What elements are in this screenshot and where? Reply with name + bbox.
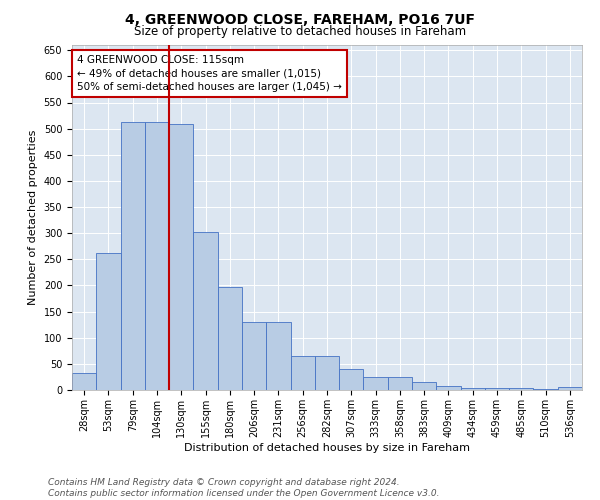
Bar xyxy=(412,382,436,390)
Bar xyxy=(193,232,218,390)
Bar xyxy=(533,389,558,390)
Bar xyxy=(96,252,121,390)
Bar xyxy=(485,388,509,390)
Bar xyxy=(436,386,461,390)
Text: Size of property relative to detached houses in Fareham: Size of property relative to detached ho… xyxy=(134,25,466,38)
Bar xyxy=(509,388,533,390)
Text: Contains HM Land Registry data © Crown copyright and database right 2024.
Contai: Contains HM Land Registry data © Crown c… xyxy=(48,478,439,498)
Bar xyxy=(558,387,582,390)
Bar xyxy=(388,378,412,390)
Y-axis label: Number of detached properties: Number of detached properties xyxy=(28,130,38,305)
Bar xyxy=(145,122,169,390)
Bar xyxy=(72,373,96,390)
Bar xyxy=(315,356,339,390)
Bar xyxy=(461,388,485,390)
Bar xyxy=(218,287,242,390)
Bar xyxy=(242,322,266,390)
X-axis label: Distribution of detached houses by size in Fareham: Distribution of detached houses by size … xyxy=(184,442,470,452)
Text: 4, GREENWOOD CLOSE, FAREHAM, PO16 7UF: 4, GREENWOOD CLOSE, FAREHAM, PO16 7UF xyxy=(125,12,475,26)
Bar xyxy=(339,369,364,390)
Bar xyxy=(290,356,315,390)
Bar xyxy=(169,124,193,390)
Text: 4 GREENWOOD CLOSE: 115sqm
← 49% of detached houses are smaller (1,015)
50% of se: 4 GREENWOOD CLOSE: 115sqm ← 49% of detac… xyxy=(77,56,342,92)
Bar xyxy=(364,378,388,390)
Bar xyxy=(121,122,145,390)
Bar xyxy=(266,322,290,390)
